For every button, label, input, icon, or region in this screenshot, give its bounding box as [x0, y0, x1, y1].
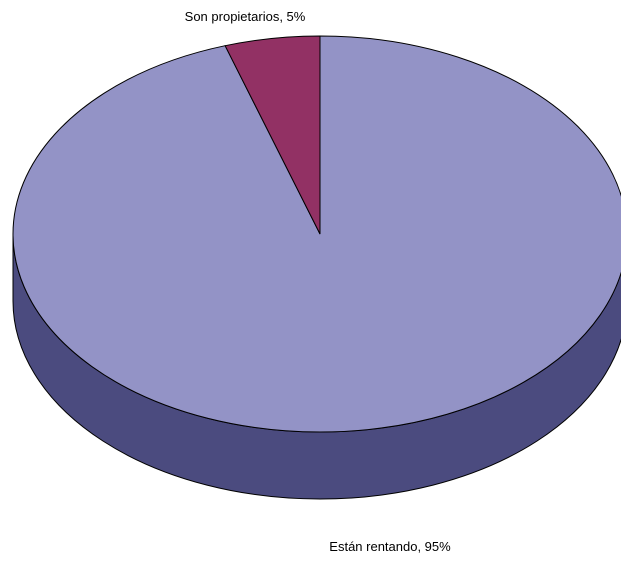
- data-label-1: Son propietarios, 5%: [185, 9, 306, 24]
- pie-slice-0: [12, 35, 621, 433]
- pie-slice-1: [224, 35, 321, 235]
- pie-top-slices: [12, 35, 621, 433]
- data-label-0: Están rentando, 95%: [329, 539, 451, 554]
- pie-data-labels: Están rentando, 95% Son propietarios, 5%: [185, 9, 451, 554]
